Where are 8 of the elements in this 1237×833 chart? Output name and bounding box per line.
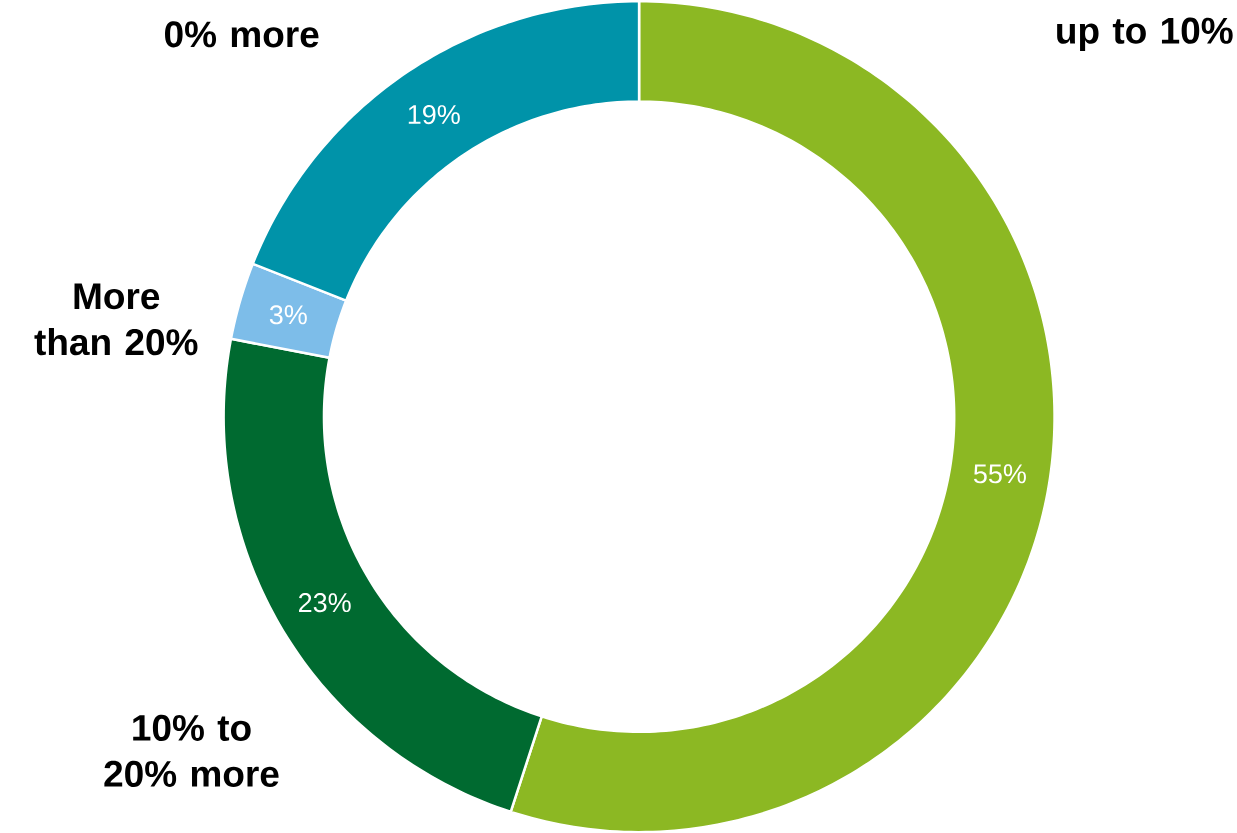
slice-label: More than 20%	[34, 283, 198, 356]
data-label: 3%	[269, 305, 307, 325]
slice-label: up to 10%	[1057, 17, 1233, 51]
data-label: 55%	[973, 464, 1026, 484]
slice-label: 10% to 20% more	[104, 714, 279, 787]
slice-label: 0% more	[165, 21, 319, 48]
data-label: 23%	[299, 592, 351, 613]
data-label: 19%	[408, 104, 460, 124]
